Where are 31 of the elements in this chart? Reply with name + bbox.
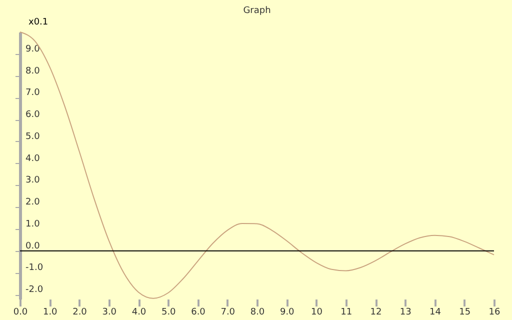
x-tick-label: 6.0	[191, 308, 206, 318]
x-tick-label: 16	[488, 308, 500, 318]
x-tick-label: 11	[340, 308, 352, 318]
y-tick-label: 3.0	[26, 176, 40, 186]
x-tick-label: 7.0	[220, 308, 236, 318]
y-axis-title: x0.1	[28, 18, 48, 28]
y-tick-label: 7.0	[26, 88, 40, 98]
x-tick-label: 13	[400, 308, 412, 318]
x-tick-label: 5.0	[161, 308, 176, 318]
x-tick-label: 14	[430, 308, 442, 318]
y-tick-label: 4.0	[26, 154, 40, 164]
x-tick-label: 8.0	[250, 308, 265, 318]
y-tick-label: -2.0	[26, 285, 44, 296]
y-tick-label: 2.0	[26, 198, 40, 208]
x-tick-label: 1.0	[42, 308, 58, 318]
y-tick-label: -1.0	[26, 263, 44, 274]
y-tick-label: 9.0	[26, 44, 40, 54]
chart-title: Graph	[243, 6, 271, 16]
x-tick-label: 3.0	[102, 308, 117, 318]
y-tick-label: 0.0	[26, 241, 40, 252]
x-tick-label: 2.0	[72, 308, 88, 318]
x-tick-label: 10	[311, 308, 323, 318]
y-tick-label: 8.0	[26, 66, 40, 76]
y-tick-label: 5.0	[26, 132, 40, 142]
x-tick-label: 0.0	[13, 308, 28, 318]
x-tick-label: 9.0	[280, 308, 295, 318]
x-tick-label: 15	[459, 308, 471, 318]
y-tick-label: 6.0	[26, 110, 40, 120]
x-tick-label: 4.0	[132, 308, 146, 318]
x-tick-label: 12	[370, 308, 382, 318]
y-tick-label: 1.0	[26, 219, 40, 230]
